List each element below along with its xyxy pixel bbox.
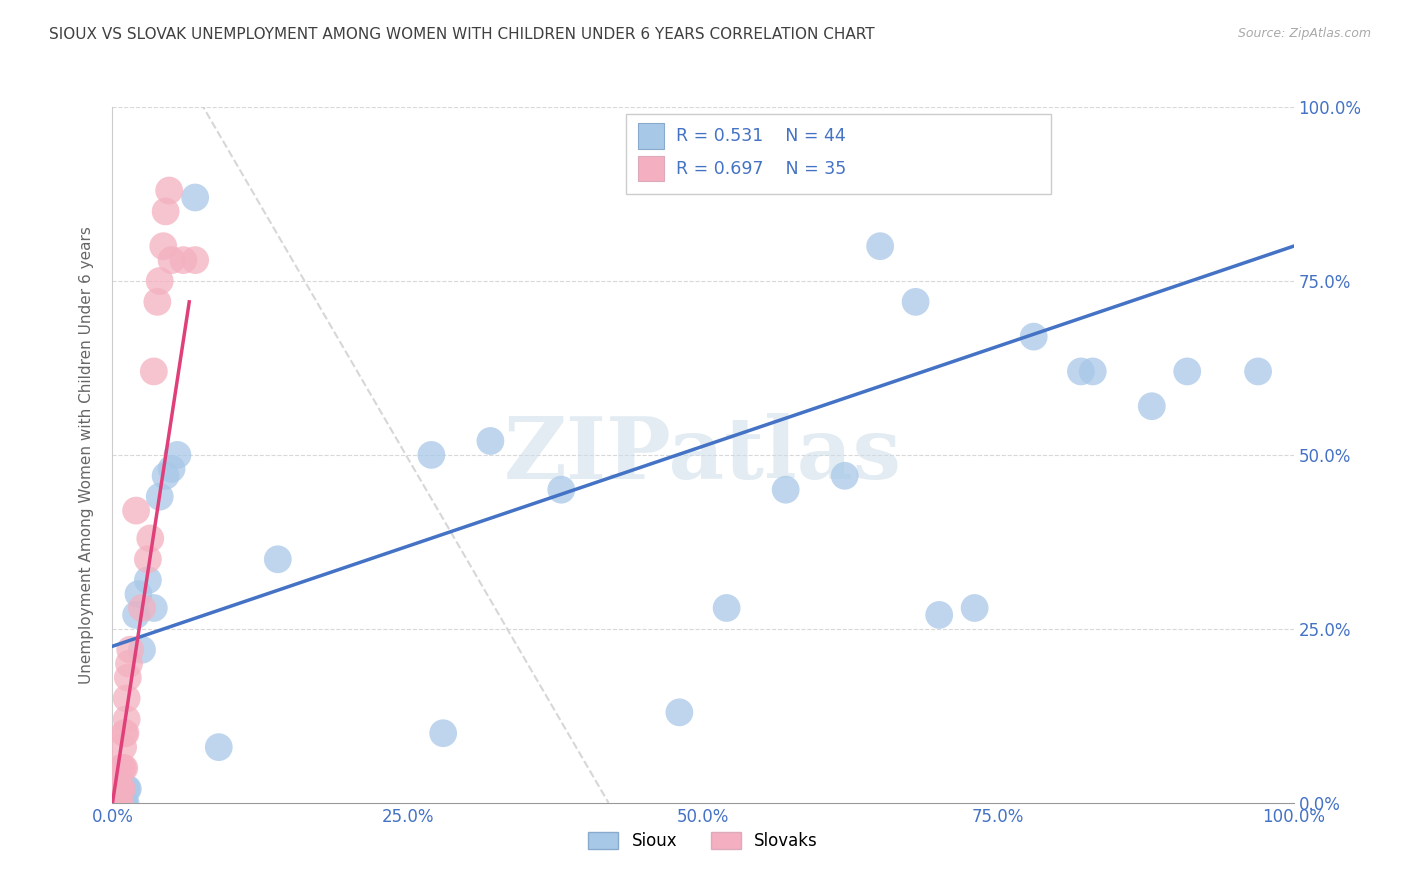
Point: [131, 642, 153, 657]
Point: [184, 190, 207, 204]
Point: [152, 239, 174, 253]
Point: [432, 726, 454, 740]
Point: [184, 253, 207, 268]
FancyBboxPatch shape: [638, 123, 664, 149]
Text: ZIPatlas: ZIPatlas: [503, 413, 903, 497]
Point: [131, 601, 153, 615]
Point: [114, 726, 136, 740]
Point: [1140, 399, 1163, 413]
Point: [118, 657, 141, 671]
Point: [157, 184, 180, 198]
Point: [1022, 329, 1045, 343]
Point: [107, 781, 129, 796]
Point: [142, 601, 165, 615]
Point: [834, 468, 856, 483]
Point: [110, 781, 132, 796]
Point: [115, 691, 138, 706]
Point: [117, 671, 139, 685]
Point: [479, 434, 502, 448]
Point: [716, 601, 738, 615]
Point: [420, 448, 443, 462]
Point: [172, 253, 194, 268]
Point: [136, 573, 159, 587]
Point: [142, 364, 165, 378]
Point: [869, 239, 891, 253]
Point: [1081, 364, 1104, 378]
Text: R = 0.531    N = 44: R = 0.531 N = 44: [676, 128, 845, 145]
Point: [110, 796, 132, 810]
Point: [104, 796, 127, 810]
Point: [105, 796, 128, 810]
Point: [115, 712, 138, 726]
Point: [112, 796, 135, 810]
FancyBboxPatch shape: [626, 114, 1052, 194]
Point: [111, 781, 134, 796]
Point: [550, 483, 572, 497]
FancyBboxPatch shape: [638, 156, 664, 181]
Point: [112, 726, 135, 740]
Point: [160, 462, 183, 476]
Point: [125, 607, 148, 622]
Text: R = 0.697    N = 35: R = 0.697 N = 35: [676, 160, 846, 178]
Point: [112, 761, 135, 775]
Point: [104, 796, 127, 810]
Point: [136, 552, 159, 566]
Point: [103, 796, 125, 810]
Point: [668, 706, 690, 720]
Point: [115, 781, 138, 796]
Point: [117, 781, 139, 796]
Point: [928, 607, 950, 622]
Point: [125, 503, 148, 517]
Point: [146, 294, 169, 309]
Point: [267, 552, 290, 566]
Point: [108, 796, 131, 810]
Text: SIOUX VS SLOVAK UNEMPLOYMENT AMONG WOMEN WITH CHILDREN UNDER 6 YEARS CORRELATION: SIOUX VS SLOVAK UNEMPLOYMENT AMONG WOMEN…: [49, 27, 875, 42]
Point: [108, 796, 131, 810]
Point: [120, 642, 142, 657]
Point: [108, 781, 131, 796]
Point: [1070, 364, 1092, 378]
Point: [103, 796, 125, 810]
Point: [111, 796, 134, 810]
Point: [208, 740, 231, 755]
Point: [166, 448, 188, 462]
Point: [114, 796, 136, 810]
Point: [963, 601, 986, 615]
Point: [112, 761, 135, 775]
Point: [155, 204, 177, 219]
Point: [112, 796, 135, 810]
Point: [139, 532, 162, 546]
Point: [107, 796, 129, 810]
Point: [107, 796, 129, 810]
Point: [1247, 364, 1270, 378]
Legend: Sioux, Slovaks: Sioux, Slovaks: [582, 826, 824, 857]
Point: [112, 740, 135, 755]
Point: [149, 274, 172, 288]
Point: [107, 789, 129, 803]
Point: [127, 587, 149, 601]
Point: [775, 483, 797, 497]
Point: [110, 761, 132, 775]
Point: [904, 294, 927, 309]
Point: [1175, 364, 1198, 378]
Point: [155, 468, 177, 483]
Point: [111, 761, 134, 775]
Point: [160, 253, 183, 268]
Point: [149, 490, 172, 504]
Point: [105, 796, 128, 810]
Point: [105, 796, 128, 810]
Y-axis label: Unemployment Among Women with Children Under 6 years: Unemployment Among Women with Children U…: [79, 226, 94, 684]
Text: Source: ZipAtlas.com: Source: ZipAtlas.com: [1237, 27, 1371, 40]
Point: [105, 796, 128, 810]
